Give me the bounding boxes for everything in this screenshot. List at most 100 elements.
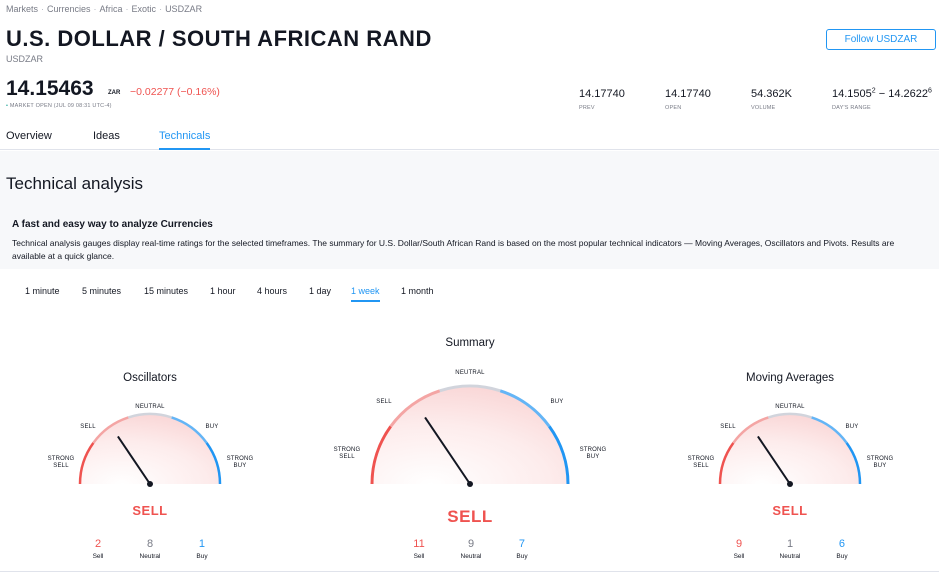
page-title: U.S. DOLLAR / SOUTH AFRICAN RAND bbox=[6, 26, 432, 51]
moving-averages-sell-label: SELL bbox=[720, 424, 736, 430]
bottom-divider bbox=[0, 571, 939, 572]
stat-open-value: 14.17740 bbox=[665, 88, 711, 100]
stat-volume: 54.362K VOLUME bbox=[751, 88, 792, 111]
timeframe-1-hour[interactable]: 1 hour bbox=[210, 286, 236, 296]
summary-gauge-fill bbox=[372, 386, 568, 484]
moving-averages-arc-strong-sell bbox=[718, 442, 735, 485]
summary-buy-count: 7 Buy bbox=[516, 538, 528, 560]
oscillators-strong-buy-label: STRONG BUY bbox=[226, 456, 254, 469]
timeframe-1-minute[interactable]: 1 minute bbox=[25, 286, 60, 296]
moving-averages-strong-sell-label: STRONG SELL bbox=[687, 456, 715, 469]
breadcrumb-separator: · bbox=[159, 4, 163, 14]
oscillators-title: Oscillators bbox=[123, 372, 177, 384]
stat-prev-value: 14.17740 bbox=[579, 88, 625, 100]
stat-volume-label: VOLUME bbox=[751, 105, 776, 111]
summary-neutral-label: NEUTRAL bbox=[455, 370, 485, 376]
moving-averages-buy-count: 6 Buy bbox=[836, 538, 848, 560]
oscillators-needle-pivot bbox=[147, 481, 153, 487]
breadcrumb-separator: · bbox=[125, 4, 129, 14]
oscillators-neutral-label: NEUTRAL bbox=[135, 404, 165, 410]
intro-section bbox=[0, 151, 939, 269]
timeframe-4-hours[interactable]: 4 hours bbox=[257, 286, 288, 296]
price-change: −0.02277 (−0.16%) bbox=[130, 86, 220, 98]
moving-averages-arc-buy bbox=[811, 416, 848, 444]
oscillators-buy-count: 1 Buy bbox=[196, 538, 208, 560]
breadcrumb-currencies[interactable]: Currencies bbox=[47, 4, 91, 14]
breadcrumb: Markets · Currencies · Africa · Exotic · USD… bbox=[6, 4, 202, 14]
oscillators-buy-label: BUY bbox=[205, 424, 219, 430]
symbol-ticker: USDZAR bbox=[6, 54, 44, 64]
moving-averages-needle-pivot bbox=[787, 481, 793, 487]
breadcrumb-exotic[interactable]: Exotic bbox=[131, 4, 157, 14]
market-status-text: MARKET OPEN (JUL 09 08:31 UTC-4) bbox=[9, 103, 112, 109]
moving-averages-neutral-count: 1 Neutral bbox=[779, 538, 801, 560]
moving-averages-strong-buy-label: STRONG BUY bbox=[866, 456, 894, 469]
moving-averages-title: Moving Averages bbox=[745, 372, 835, 384]
breadcrumb-separator: · bbox=[93, 4, 97, 14]
oscillators-arc-buy bbox=[171, 416, 208, 444]
stat-prev-label: PREV bbox=[579, 105, 595, 111]
stat-days-range-value: 14.15052 − 14.26226 bbox=[832, 87, 932, 100]
oscillators-gauge-fill bbox=[80, 414, 220, 484]
market-open-dot-icon: • bbox=[6, 103, 9, 109]
moving-averages-needle bbox=[757, 435, 791, 485]
moving-averages-arc-neutral bbox=[767, 412, 813, 419]
breadcrumb-africa[interactable]: Africa bbox=[99, 4, 123, 14]
summary-verdict: SELL bbox=[447, 507, 493, 526]
oscillators-strong-sell-label: STRONG SELL bbox=[47, 456, 75, 469]
stat-open: 14.17740 OPEN bbox=[665, 88, 711, 111]
summary-buy-label: BUY bbox=[550, 399, 564, 405]
tab-bar: Overview Ideas Technicals bbox=[0, 126, 939, 150]
summary-arc-neutral bbox=[439, 384, 501, 393]
summary-sell-count: 11 Sell bbox=[413, 538, 425, 560]
summary-strong-sell-label: STRONG SELL bbox=[333, 447, 361, 460]
stat-open-label: OPEN bbox=[665, 105, 682, 111]
intro-text: Technical analysis gauges display real-t… bbox=[12, 238, 895, 261]
summary-sell-label: SELL bbox=[376, 399, 392, 405]
tab-technicals[interactable]: Technicals bbox=[159, 130, 211, 150]
oscillators-arc-strong-buy bbox=[205, 442, 222, 485]
breadcrumb-markets[interactable]: Markets bbox=[6, 4, 39, 14]
section-title: Technical analysis bbox=[6, 174, 144, 193]
follow-button[interactable]: Follow USDZAR bbox=[826, 29, 936, 50]
timeframe-15-minutes[interactable]: 15 minutes bbox=[144, 286, 189, 296]
summary-strong-buy-label: STRONG BUY bbox=[579, 447, 607, 460]
timeframe-1-day[interactable]: 1 day bbox=[309, 286, 332, 296]
moving-averages-verdict: SELL bbox=[772, 503, 808, 518]
last-price: 14.15463 bbox=[6, 77, 94, 100]
moving-averages-sell-count: 9 Sell bbox=[733, 538, 745, 560]
timeframe-5-minutes[interactable]: 5 minutes bbox=[82, 286, 122, 296]
summary-needle-pivot bbox=[467, 481, 473, 487]
breadcrumb-separator: · bbox=[41, 4, 45, 14]
oscillators-arc-strong-sell bbox=[78, 442, 95, 485]
tab-overview[interactable]: Overview bbox=[6, 130, 52, 142]
summary-arc-sell bbox=[389, 389, 441, 428]
moving-averages-buy-label: BUY bbox=[845, 424, 859, 430]
moving-averages-arc-sell bbox=[732, 416, 769, 444]
tab-ideas[interactable]: Ideas bbox=[93, 130, 120, 142]
market-status: • MARKET OPEN (JUL 09 08:31 UTC-4) bbox=[6, 103, 112, 109]
oscillators-verdict: SELL bbox=[132, 503, 168, 518]
price-currency: ZAR bbox=[108, 90, 121, 96]
summary-arc-strong-buy bbox=[548, 425, 570, 485]
timeframe-1-week[interactable]: 1 week bbox=[351, 286, 380, 302]
oscillators-needle bbox=[117, 435, 151, 485]
timeframe-1-month[interactable]: 1 month bbox=[401, 286, 434, 296]
stat-days-range-label: DAY'S RANGE bbox=[832, 105, 871, 111]
summary-needle bbox=[424, 416, 471, 485]
moving-averages-arc-strong-buy bbox=[845, 442, 862, 485]
stat-days-range: 14.15052 − 14.26226 DAY'S RANGE bbox=[832, 87, 932, 111]
oscillators-sell-count: 2 Sell bbox=[92, 538, 104, 560]
moving-averages-neutral-label: NEUTRAL bbox=[775, 404, 805, 410]
summary-arc-buy bbox=[499, 389, 551, 428]
intro-heading: A fast and easy way to analyze Currencie… bbox=[12, 219, 213, 230]
summary-title: Summary bbox=[445, 337, 495, 349]
moving-averages-gauge-fill bbox=[720, 414, 860, 484]
stat-volume-value: 54.362K bbox=[751, 88, 792, 100]
oscillators-arc-neutral bbox=[127, 412, 173, 419]
oscillators-arc-sell bbox=[92, 416, 129, 444]
summary-arc-strong-sell bbox=[370, 425, 392, 485]
oscillators-neutral-count: 8 Neutral bbox=[139, 538, 161, 560]
breadcrumb-symbol[interactable]: USDZAR bbox=[165, 4, 203, 14]
